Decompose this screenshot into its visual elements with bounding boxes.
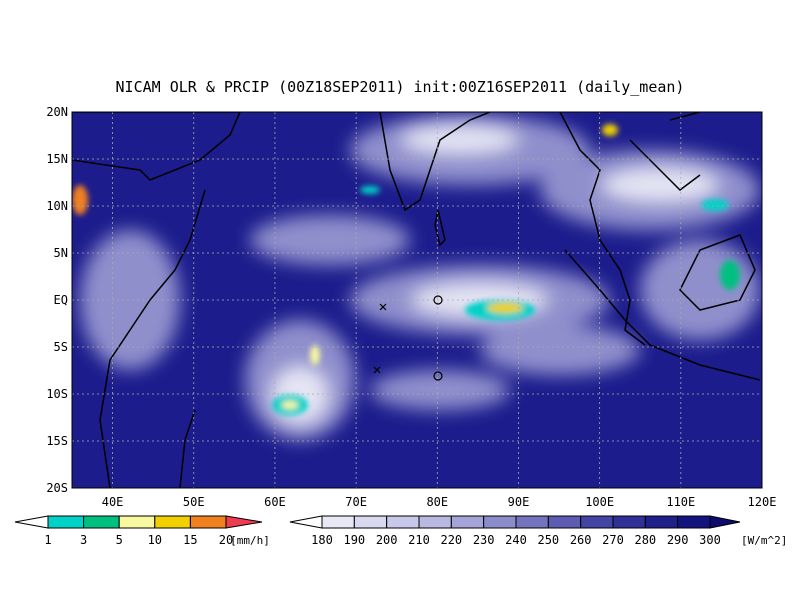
markers <box>373 295 443 381</box>
lat-label: 20N <box>46 105 68 119</box>
colorbar-box <box>515 515 549 529</box>
colorbar-label: 300 <box>699 533 721 547</box>
lat-label: 10S <box>46 387 68 401</box>
colorbar-label: 290 <box>667 533 689 547</box>
colorbar-arrow <box>225 515 263 529</box>
colorbar-box <box>644 515 679 529</box>
map-field <box>72 112 762 488</box>
colorbar-box <box>612 515 646 529</box>
colorbar-label: 10 <box>148 533 162 547</box>
colorbar-label: 240 <box>505 533 527 547</box>
colorbar-label: 190 <box>343 533 365 547</box>
lat-label: 10N <box>46 199 68 213</box>
colorbar-label: 1 <box>44 533 51 547</box>
lon-label: 110E <box>666 495 695 509</box>
lat-label: 20S <box>46 481 68 495</box>
graticule <box>72 112 762 488</box>
colorbar-label: 5 <box>116 533 123 547</box>
map-title: NICAM OLR & PRCIP (00Z18SEP2011) init:00… <box>116 78 685 96</box>
lon-label: 100E <box>585 495 614 509</box>
lon-label: 50E <box>183 495 205 509</box>
colorbar-box <box>189 515 227 529</box>
colorbar-label: 280 <box>634 533 656 547</box>
lat-label: 5N <box>54 246 68 260</box>
colorbar-box <box>483 515 517 529</box>
axis-labels: 20N 15N 10N 5N EQ 5S 10S 15S 20S 40E 50E 60E 70E 80E 9… <box>46 105 776 509</box>
colorbar-label: 3 <box>80 533 87 547</box>
colorbar-box <box>353 515 388 529</box>
lon-label: 60E <box>264 495 286 509</box>
colorbar-label: 15 <box>183 533 197 547</box>
lat-label: 15S <box>46 434 68 448</box>
colorbar-label: 230 <box>473 533 495 547</box>
colorbar-box <box>154 515 191 529</box>
colorbar-label: 200 <box>376 533 398 547</box>
lon-label: 90E <box>508 495 530 509</box>
colorbar-label: 270 <box>602 533 624 547</box>
colorbar-label: 20 <box>219 533 233 547</box>
colorbar-box <box>386 515 420 529</box>
colorbar-box <box>321 515 355 529</box>
lon-label: 120E <box>748 495 777 509</box>
colorbar-arrow <box>709 515 741 529</box>
colorbar-label: 180 <box>311 533 333 547</box>
colorbar-box <box>677 515 711 529</box>
colorbar-unit: [mm/h] <box>230 534 270 547</box>
colorbar-label: 260 <box>570 533 592 547</box>
colorbar-box <box>580 515 614 529</box>
colorbar-box <box>118 515 156 529</box>
colorbar-box <box>47 515 85 529</box>
colorbar-box <box>450 515 485 529</box>
colorbar-box <box>83 515 120 529</box>
colorbar-box <box>418 515 452 529</box>
colorbar-arrow <box>289 515 323 529</box>
colorbar-label: 210 <box>408 533 430 547</box>
lat-label: EQ <box>54 293 68 307</box>
map-frame <box>71 111 763 489</box>
lat-label: 15N <box>46 152 68 166</box>
lon-label: 80E <box>426 495 448 509</box>
colorbar-label: 250 <box>537 533 559 547</box>
colorbar-box <box>547 515 582 529</box>
lon-label: 70E <box>345 495 367 509</box>
colorbar-unit: [W/m^2] <box>741 534 787 547</box>
lat-label: 5S <box>54 340 68 354</box>
colorbar-arrow <box>14 515 49 529</box>
colorbar-label: 220 <box>440 533 462 547</box>
colorbars: 1 3 5 10 15 20[mm/h] 180 190 200 210 220 230 240 250 2… <box>14 515 787 547</box>
lon-label: 40E <box>102 495 124 509</box>
